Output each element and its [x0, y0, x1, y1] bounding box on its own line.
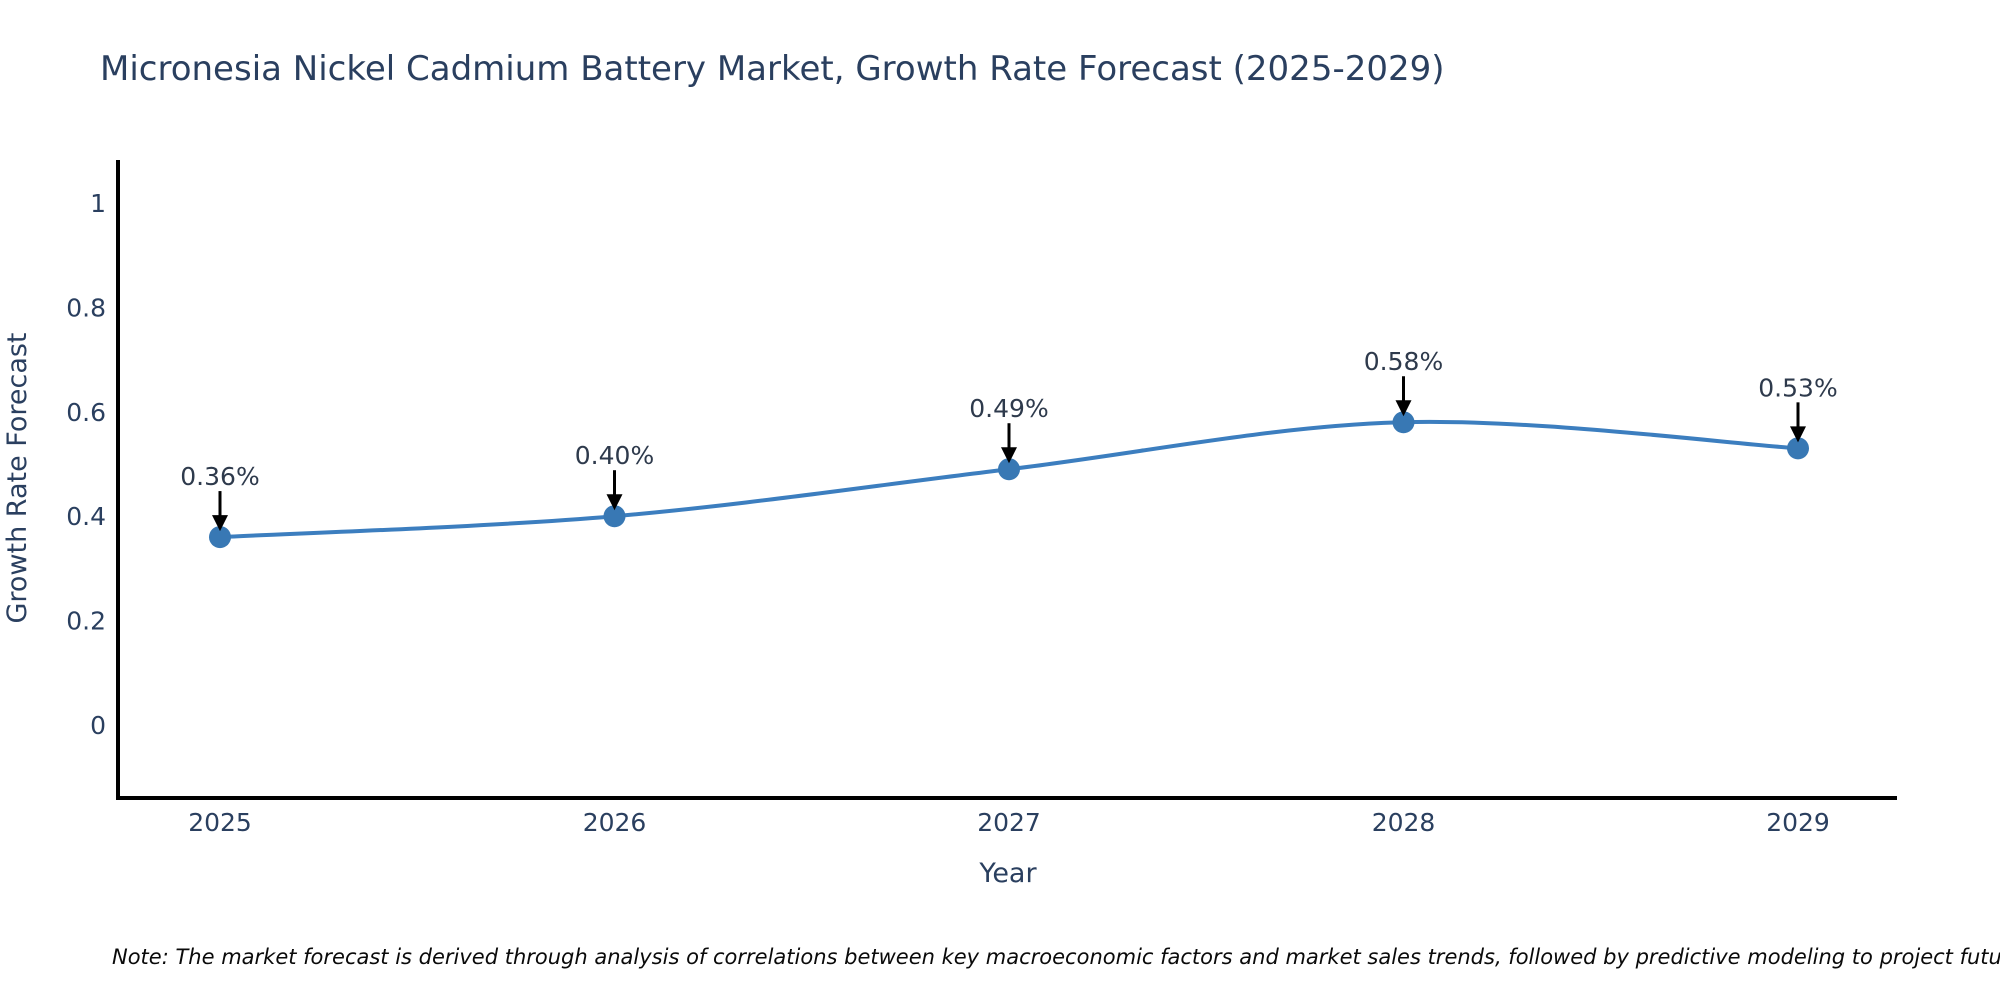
data-point-marker [209, 526, 231, 549]
y-tick-label: 1 [90, 189, 106, 218]
x-axis-title: Year [978, 858, 1037, 889]
data-point-marker [603, 505, 626, 528]
data-point-label: 0.58% [1364, 347, 1443, 376]
y-tick-label: 0.8 [66, 293, 106, 322]
data-point-label: 0.49% [969, 394, 1048, 423]
data-point-marker [1787, 437, 1809, 460]
annotation-arrowhead-icon [1395, 400, 1412, 417]
data-point-marker [998, 458, 1020, 481]
x-tick-label: 2027 [977, 808, 1041, 837]
y-tick-label: 0.4 [66, 502, 106, 531]
data-point-label: 0.53% [1758, 373, 1837, 402]
data-point-label: 0.40% [575, 441, 654, 470]
y-tick-label: 0.6 [66, 398, 106, 427]
y-tick-label: 0 [90, 711, 106, 740]
annotation-arrowhead-icon [1001, 447, 1017, 464]
y-tick-label: 0.2 [66, 607, 106, 636]
x-tick-label: 2029 [1766, 808, 1830, 837]
annotation-arrowhead-icon [606, 494, 623, 511]
data-point-marker [1392, 411, 1415, 434]
x-tick-label: 2026 [583, 808, 647, 837]
annotation-arrowhead-icon [212, 515, 228, 532]
annotation-arrowhead-icon [1790, 426, 1806, 443]
x-tick-label: 2025 [188, 808, 252, 837]
data-point-label: 0.36% [180, 462, 259, 491]
chart-title: Micronesia Nickel Cadmium Battery Market… [100, 49, 1445, 89]
footnote: Note: The market forecast is derived thr… [112, 945, 2000, 969]
plot-area: 0 0.2 0.4 0.6 0.8 1 2025 2026 2027 2028 2029 0.36% 0… [66, 160, 1897, 837]
x-tick-label: 2028 [1372, 808, 1436, 837]
y-axis-title: Growth Rate Forecast [2, 332, 33, 623]
